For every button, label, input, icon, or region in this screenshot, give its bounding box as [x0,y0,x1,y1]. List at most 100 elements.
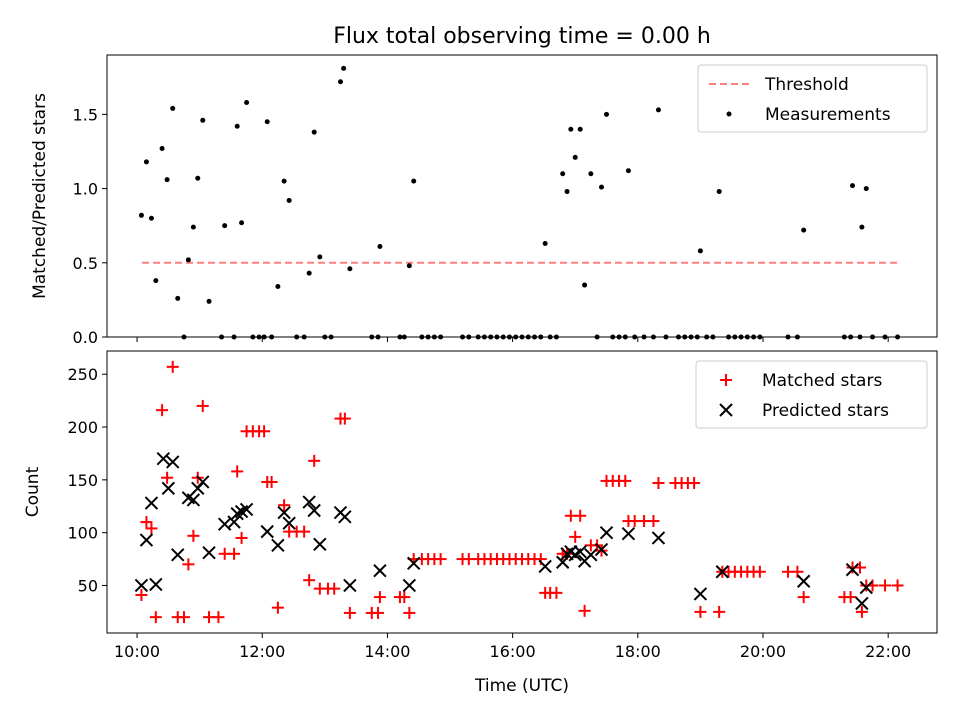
bottom-legend: Matched stars Predicted stars [695,360,928,429]
matched-stars-point [265,475,278,488]
matched-stars-point [231,465,244,478]
predicted-stars-point [693,587,708,601]
top-y-axis-label: Matched/Predicted stars [30,93,50,299]
predicted-stars-point [139,533,154,547]
legend-measurements-swatch [726,111,732,117]
predicted-stars-point [166,455,180,469]
measurement-point [716,189,722,195]
predicted-stars-point [855,596,869,611]
measurement-point [244,99,250,105]
bottom-y-tick-label: 250 [67,365,98,384]
measurement-point [239,220,245,226]
x-tick-label: 12:00 [239,642,285,661]
top-panel-frame [106,54,938,338]
legend-matched-swatch [720,374,732,386]
measurement-point [406,263,412,269]
measurement-point [264,119,270,125]
measurement-point [859,224,865,230]
measurement-point [200,117,206,123]
x-tick-label: 20:00 [740,642,786,661]
top-panel: 0.0 0.5 1.0 1.5 Matched/Predicted stars Thr… [30,54,938,347]
measurement-point [411,178,417,184]
measurement-point [568,126,574,132]
measurement-point [164,177,170,183]
predicted-stars-point [715,565,730,579]
x-tick-label: 22:00 [865,642,911,661]
measurement-point [801,227,807,233]
bottom-panel-ticks: 10:00 12:00 14:00 16:00 18:00 20:00 22:00 50 100… [67,365,911,661]
matched-stars-point [212,611,225,624]
matched-stars-point [271,601,284,614]
measurement-point [347,266,353,272]
predicted-stars-point [343,578,357,593]
matched-stars-point [258,425,271,438]
predicted-stars-point [282,516,296,530]
measurement-point [222,223,228,229]
top-y-tick-label: 1.5 [73,105,98,124]
chart-title: Flux total observing time = 0.00 h [333,24,711,49]
bottom-y-axis-label: Count [23,466,43,517]
measurement-point [697,248,703,254]
matched-stars-point [149,611,162,624]
predicted-stars-point [407,556,421,570]
legend-matched-label: Matched stars [762,371,882,391]
predicted-stars-point [621,527,636,541]
matched-stars-point [569,530,582,543]
measurement-point [572,154,578,160]
matched-stars-point [713,605,726,618]
measurement-point [542,240,548,246]
measurement-point [560,171,566,177]
predicted-stars-point [239,502,254,517]
matched-stars-point [328,582,341,595]
x-tick-label: 18:00 [615,642,661,661]
predicted-stars-point [134,578,149,593]
measurement-point [275,284,281,290]
matched-stars-point [372,606,385,619]
bottom-panel-frame [106,350,938,634]
measurement-point [577,126,583,132]
matched-stars-point [140,516,153,529]
top-panel-ticks: 0.0 0.5 1.0 1.5 [73,105,889,347]
predicted-stars-point [260,524,274,539]
matched-stars-point [797,591,810,604]
matched-stars-point [303,574,316,587]
measurement-point [655,107,661,113]
predicted-stars-point [594,542,609,557]
x-axis-label: Time (UTC) [474,676,569,696]
bottom-y-tick-label: 50 [78,576,98,595]
top-y-tick-label: 0.5 [73,254,98,273]
predicted-stars-point [277,505,291,520]
predicted-stars-point [202,546,216,560]
measurement-point [863,186,869,192]
matched-stars-point [844,591,857,604]
top-y-tick-label: 1.0 [73,180,98,199]
measurement-point [185,257,191,263]
measurement-point [143,159,149,165]
predicted-stars-point [373,563,387,578]
matched-stars-point [753,565,766,578]
matched-stars-point [156,404,169,417]
matched-stars-point [135,588,148,601]
matched-stars-point [338,412,351,425]
measurement-point [306,270,312,276]
measurement-point [206,298,212,304]
predicted-stars-point [271,538,285,553]
bottom-legend-box [695,360,928,429]
legend-predicted-label: Predicted stars [762,401,889,421]
measurement-point [195,175,201,181]
measurement-point [598,184,604,190]
predicted-stars-point [156,452,171,466]
matched-stars-point [145,522,158,535]
predicted-stars-point [859,580,873,595]
measurement-point [170,105,176,111]
predicted-stars-point [338,510,352,524]
predicted-stars-point [555,555,570,569]
matched-stars-point [308,454,321,467]
predicted-stars-point [161,481,176,496]
predicted-stars-point [573,544,587,559]
matched-stars-point [879,579,892,592]
predicted-stars-point [171,548,185,562]
measurement-point [311,129,317,135]
matched-stars-point [166,360,179,373]
